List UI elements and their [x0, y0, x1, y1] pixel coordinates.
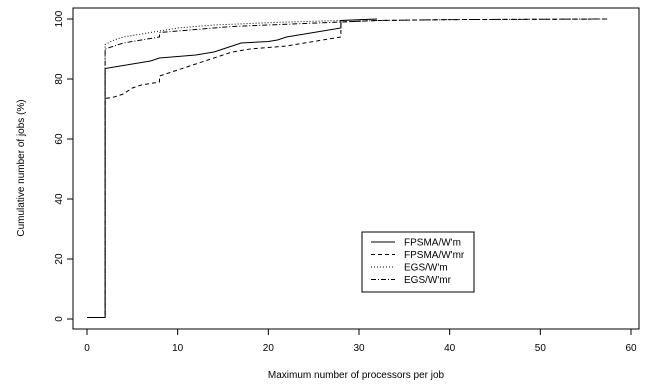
x-axis-label: Maximum number of processors per job	[268, 370, 445, 381]
x-tick-label: 40	[444, 343, 456, 354]
legend-label: FPSMA/W'm	[404, 238, 461, 249]
x-tick-label: 10	[172, 343, 184, 354]
x-tick-label: 30	[353, 343, 365, 354]
y-tick-label: 100	[54, 10, 65, 27]
y-tick-label: 80	[54, 73, 65, 85]
series-line-4	[87, 18, 609, 318]
series-line-2	[87, 18, 609, 318]
x-tick-label: 60	[625, 343, 637, 354]
y-axis: 0 20 40 60 80 100	[54, 10, 73, 322]
plot-frame	[72, 7, 640, 330]
x-tick-label: 0	[84, 343, 90, 354]
x-axis: 0 10 20 30 40 50 60	[84, 329, 637, 354]
series-line-3	[87, 18, 378, 318]
x-tick-label: 20	[263, 343, 275, 354]
y-tick-label: 0	[54, 316, 65, 322]
x-tick-label: 50	[535, 343, 547, 354]
y-axis-label: Cumulative number of jobs (%)	[16, 99, 27, 236]
series-line-1	[87, 18, 378, 318]
legend-label: EGS/W'mr	[404, 275, 452, 286]
series-layer	[87, 18, 609, 318]
legend-label: FPSMA/W'mr	[404, 250, 465, 261]
y-tick-label: 20	[54, 253, 65, 265]
legend-label: EGS/W'm	[404, 263, 448, 274]
y-tick-label: 60	[54, 133, 65, 145]
y-tick-label: 40	[54, 193, 65, 205]
